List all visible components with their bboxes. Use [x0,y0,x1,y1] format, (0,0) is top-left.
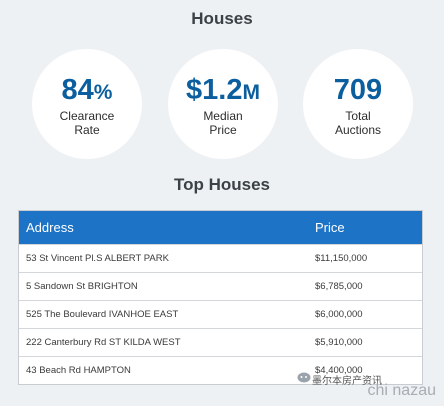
stat-value: $1.2M [186,74,260,106]
price-cell: $4,400,000 [315,365,363,376]
address-column-header: Address [26,220,74,235]
houses-title: Houses [191,9,253,28]
address-cell: 5 Sandown St BRIGHTON [26,281,138,292]
median-price-stat: $1.2M Median Price [168,49,278,159]
total-auctions-stat: 709 Total Auctions [303,49,413,159]
clearance-rate-stat: 84% Clearance Rate [32,49,142,159]
chat-bubble-icon [297,372,311,383]
watermark-chinese: 墨尔本房产资讯 [312,376,382,387]
price-column-header: Price [315,220,345,235]
price-cell: $6,000,000 [315,309,363,320]
address-cell: 53 St Vincent Pl.S ALBERT PARK [26,253,169,264]
address-cell: 222 Canterbury Rd ST KILDA WEST [26,337,181,348]
top-houses-title: Top Houses [173,175,271,194]
table-row: 222 Canterbury Rd ST KILDA WEST $5,910,0… [19,328,422,356]
table-row: 43 Beach Rd HAMPTON $4,400,000 [19,356,422,384]
stat-label: Clearance Rate [59,109,115,137]
top-houses-table: Address Price 53 St Vincent Pl.S ALBERT … [18,210,423,385]
price-cell: $5,910,000 [315,337,363,348]
table-header: Address Price [19,211,422,244]
watermark-latin: chi nazau [367,382,437,399]
address-cell: 43 Beach Rd HAMPTON [26,365,131,376]
stat-label: Total Auctions [334,109,382,137]
stat-value: 709 [333,74,383,106]
stat-label: Median Price [203,109,243,137]
table-row: 525 The Boulevard IVANHOE EAST $6,000,00… [19,300,422,328]
table-row: 53 St Vincent Pl.S ALBERT PARK $11,150,0… [19,244,422,272]
price-cell: $11,150,000 [315,253,368,264]
table-row: 5 Sandown St BRIGHTON $6,785,000 [19,272,422,300]
price-cell: $6,785,000 [315,281,363,292]
stat-value: 84% [61,74,113,106]
address-cell: 525 The Boulevard IVANHOE EAST [26,309,179,320]
